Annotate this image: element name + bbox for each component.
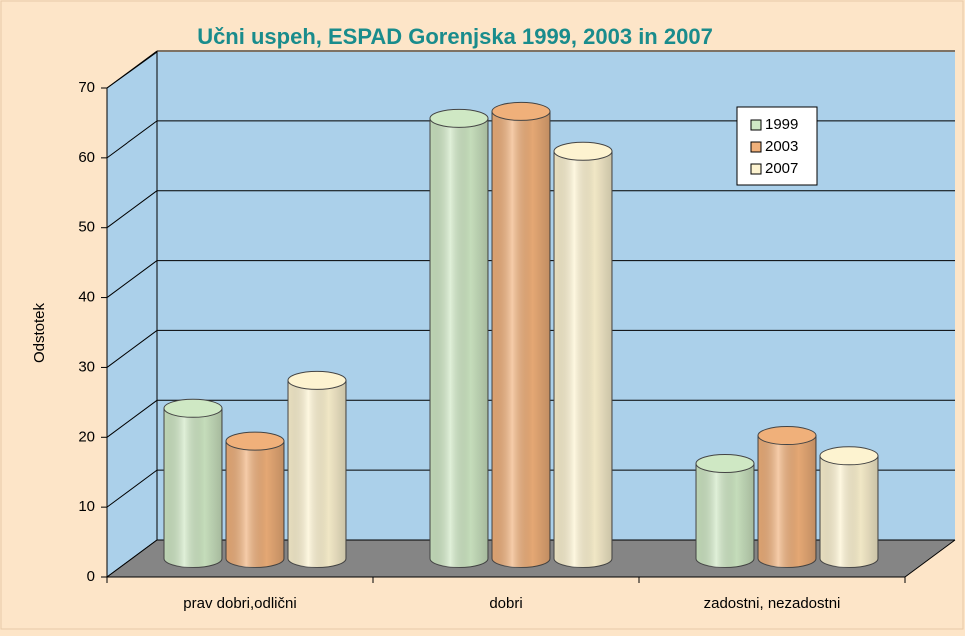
legend-box bbox=[736, 106, 818, 186]
cylinder-top bbox=[491, 101, 551, 121]
x-tick-label: prav dobri,odlični bbox=[183, 595, 296, 612]
x-tick-label: zadostni, nezadostni bbox=[704, 595, 841, 612]
legend-swatch bbox=[750, 141, 762, 153]
y-tick-label: 0 bbox=[87, 568, 95, 585]
cylinder-shade bbox=[696, 463, 754, 568]
cylinder-shade bbox=[226, 441, 284, 568]
cylinder bbox=[757, 426, 817, 568]
cylinder-shade bbox=[820, 455, 878, 568]
grid-line bbox=[106, 330, 158, 368]
y-tick-label: 20 bbox=[78, 428, 95, 445]
x-tick-label: dobri bbox=[489, 595, 522, 612]
cylinder-top bbox=[553, 141, 613, 161]
cylinder-shade bbox=[492, 111, 550, 568]
cylinder-top bbox=[163, 398, 223, 418]
cylinder bbox=[287, 370, 347, 568]
legend-swatch bbox=[750, 119, 762, 131]
grid-line bbox=[106, 260, 158, 298]
cylinder bbox=[819, 446, 879, 568]
grid-line bbox=[106, 190, 158, 229]
legend-label: 2003 bbox=[765, 138, 798, 155]
y-tick-label: 40 bbox=[78, 289, 95, 306]
cylinder bbox=[695, 453, 755, 568]
cylinder bbox=[429, 108, 489, 568]
legend-label: 2007 bbox=[765, 160, 798, 177]
cylinder-top bbox=[225, 431, 285, 451]
cylinder-top bbox=[429, 108, 489, 128]
legend-label: 1999 bbox=[765, 116, 798, 133]
grid-line bbox=[106, 120, 158, 159]
y-tick-label: 30 bbox=[78, 358, 95, 375]
legend-swatch bbox=[750, 163, 762, 175]
y-tick-label: 50 bbox=[78, 219, 95, 236]
grid-line bbox=[106, 469, 158, 508]
cylinder-shade bbox=[288, 380, 346, 568]
side-wall bbox=[106, 51, 158, 578]
cylinder-shade bbox=[430, 118, 488, 568]
grid-line bbox=[106, 50, 158, 89]
cylinder-top bbox=[287, 370, 347, 390]
cylinder bbox=[491, 101, 551, 568]
cylinder-shade bbox=[554, 151, 612, 568]
floor-edge bbox=[904, 539, 956, 578]
cylinder bbox=[163, 398, 223, 568]
grid-line bbox=[106, 399, 158, 438]
chart-title: Učni uspeh, ESPAD Gorenjska 1999, 2003 i… bbox=[197, 24, 713, 49]
cylinder-top bbox=[819, 446, 879, 466]
grid-line bbox=[106, 539, 158, 578]
cylinder bbox=[553, 141, 613, 568]
cylinder-top bbox=[695, 453, 755, 473]
cylinder-shade bbox=[758, 435, 816, 568]
y-tick-label: 60 bbox=[78, 149, 95, 166]
y-tick-label: 70 bbox=[78, 79, 95, 96]
cylinder-shade bbox=[164, 408, 222, 568]
cylinder-top bbox=[757, 426, 817, 446]
cylinder bbox=[225, 431, 285, 568]
y-tick-label: 10 bbox=[78, 498, 95, 515]
y-axis-title: Odstotek bbox=[31, 302, 48, 363]
